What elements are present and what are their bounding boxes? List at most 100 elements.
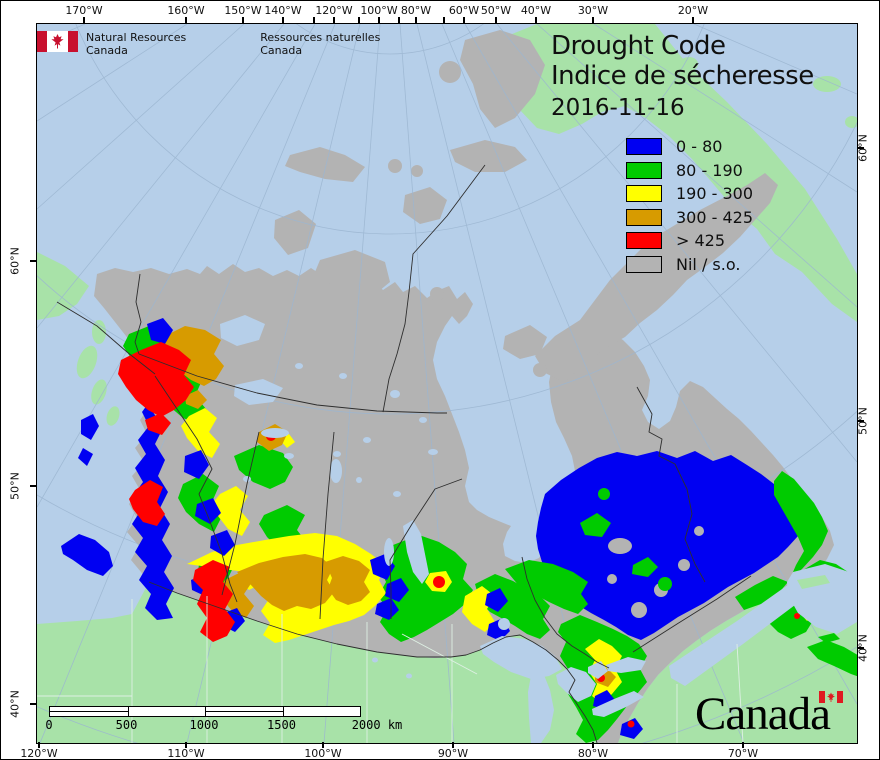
60n-border — [138, 353, 447, 414]
legend-swatch — [626, 255, 662, 273]
ontario-quebec-border — [521, 556, 610, 669]
axis-label-top: 170°W — [65, 4, 103, 17]
st-lawrence-river — [669, 582, 807, 686]
axis-label-left: 50°N — [8, 472, 22, 500]
axis-tick-bottom — [452, 742, 454, 748]
axis-label-top: 100°W — [360, 4, 398, 17]
lake-michigan — [528, 670, 554, 743]
axis-label-left: 60°N — [8, 247, 22, 275]
legend-label: 0 - 80 — [676, 137, 723, 157]
sask-orange — [237, 554, 334, 611]
nrcan-signature: Natural Resources Canada Ressources natu… — [37, 31, 380, 57]
axis-tick-top-minor — [443, 17, 445, 23]
axis-label-bottom: 80°W — [577, 747, 609, 760]
legend-label: 190 - 300 — [676, 184, 754, 204]
axis-label-top: 150°W — [224, 4, 262, 17]
axis-label-top: 50°W — [480, 4, 512, 17]
borders — [37, 164, 752, 743]
alberta-sask-border — [221, 431, 260, 596]
legend-label: 300 - 425 — [676, 207, 754, 227]
lake-ontario — [606, 657, 646, 673]
axis-tick-bottom — [322, 742, 324, 748]
axis-label-top: 140°W — [264, 4, 302, 17]
axis-label-bottom: 100°W — [304, 747, 342, 760]
nwt-nunavut-border — [382, 164, 486, 413]
great-bear-lake — [220, 315, 265, 346]
legend-row: 80 - 190 — [626, 159, 753, 183]
manitoba-ontario-border — [389, 478, 463, 619]
axis-tick-top — [495, 17, 497, 23]
axis-tick-top-minor — [358, 17, 360, 23]
axis-label-top: 60°W — [448, 4, 480, 17]
canada-flag-icon — [37, 31, 78, 52]
axis-tick-left — [30, 485, 36, 487]
axis-tick-bottom — [742, 742, 744, 748]
great-slave-lake — [234, 379, 283, 405]
axis-tick-bottom — [592, 742, 594, 748]
axis-tick-bottom — [38, 742, 40, 748]
alberta-red — [193, 560, 235, 642]
axis-label-bottom: 110°W — [167, 747, 205, 760]
lakes — [220, 315, 857, 743]
axis-tick-top — [535, 17, 537, 23]
title-french: Indice de sécheresse — [551, 61, 814, 91]
title-date: 2016-11-16 — [551, 95, 685, 121]
title-english: Drought Code — [551, 31, 726, 61]
axis-tick-top — [242, 17, 244, 23]
axis-tick-bottom — [185, 742, 187, 748]
baffin-island — [535, 173, 778, 380]
axis-tick-left — [30, 260, 36, 262]
sask-manitoba-border — [319, 431, 335, 620]
scalebar-label: 0 — [45, 718, 53, 732]
lake-erie — [592, 691, 644, 717]
axis-tick-top-minor — [313, 17, 315, 23]
map-title: Drought Code Indice de sécheresse 2016-1… — [551, 31, 814, 123]
legend-swatch — [626, 232, 662, 250]
scalebar-bar — [49, 706, 361, 717]
alaska-land — [37, 252, 89, 320]
scalebar-label: 2000 km — [351, 718, 403, 732]
axis-label-top: 30°W — [577, 4, 609, 17]
signature-en-line1: Natural Resources — [86, 31, 187, 44]
axis-tick-right — [858, 147, 864, 149]
legend-row: > 425 — [626, 229, 753, 253]
yukon-red — [118, 342, 194, 417]
legend-row: 300 - 425 — [626, 206, 753, 230]
signature-english: Natural Resources Canada — [86, 31, 186, 57]
scalebar-label: 1500 — [267, 718, 296, 732]
legend-swatch — [626, 185, 662, 203]
axis-tick-top — [282, 17, 284, 23]
axis-tick-top — [378, 17, 380, 23]
yukon-nwt-border — [134, 273, 142, 355]
axis-label-top: 160°W — [167, 4, 205, 17]
signature-fr-line1: Ressources naturelles — [260, 31, 381, 44]
canada-drought-map — [37, 24, 857, 743]
legend-row: Nil / s.o. — [626, 253, 753, 277]
signature-french: Ressources naturelles Canada — [260, 31, 380, 57]
nova-scotia-green — [807, 640, 857, 677]
legend-row: 190 - 300 — [626, 182, 753, 206]
axis-tick-right — [858, 420, 864, 422]
gaspe-green — [735, 576, 788, 610]
signature-fr-line2: Canada — [260, 44, 303, 57]
legend-label: Nil / s.o. — [676, 254, 741, 274]
canada-us-border — [148, 581, 598, 743]
legend-row: 0 - 80 — [626, 135, 753, 159]
legend-label: > 425 — [676, 231, 726, 251]
axis-tick-left — [30, 703, 36, 705]
axis-tick-top — [333, 17, 335, 23]
scalebar: 0 500 1000 1500 2000 km — [45, 706, 402, 734]
anticosti-island — [797, 575, 830, 589]
axis-tick-top — [592, 17, 594, 23]
axis-label-bottom: 70°W — [727, 747, 759, 760]
map-canvas — [36, 23, 858, 744]
signature-en-line2: Canada — [86, 44, 128, 57]
wordmark-text: Canada — [695, 688, 831, 740]
axis-label-bottom: 90°W — [437, 747, 469, 760]
legend-label: 80 - 190 — [676, 160, 743, 180]
axis-label-top: 80°W — [400, 4, 432, 17]
scalebar-label: 500 — [115, 718, 138, 732]
axis-tick-top — [463, 17, 465, 23]
axis-label-top: 120°W — [315, 4, 353, 17]
